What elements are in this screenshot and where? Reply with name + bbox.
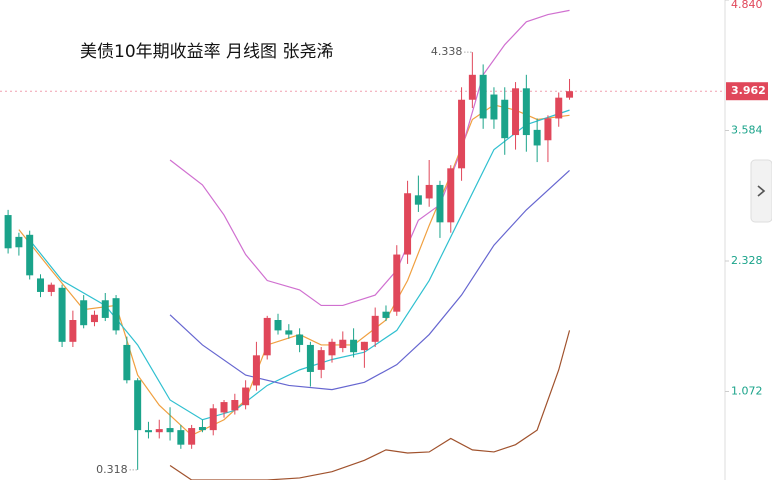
annotation-label: 4.338: [431, 45, 463, 58]
candle-body: [155, 429, 163, 433]
candle-body: [425, 184, 433, 199]
y-tick-label: 4.840: [731, 0, 763, 11]
candle-body: [242, 387, 250, 406]
candle-body: [285, 330, 293, 335]
candle-body: [123, 344, 131, 381]
candle-body: [360, 341, 368, 351]
candle-body: [101, 300, 109, 318]
candle-body: [501, 99, 509, 139]
candle-body: [490, 94, 498, 120]
annotation-label: 0.318: [96, 463, 128, 476]
candle-body: [447, 168, 455, 223]
candle-body: [80, 300, 88, 326]
candle-body: [479, 74, 487, 119]
candle-body: [436, 184, 444, 223]
candle-body: [522, 88, 530, 136]
candle-body: [296, 334, 304, 345]
candle-body: [458, 99, 466, 169]
candle-body: [90, 314, 98, 323]
candle-body: [566, 91, 574, 98]
candle-body: [69, 320, 77, 342]
last-price-box: [726, 82, 768, 101]
candle-body: [468, 74, 476, 100]
plot-area: [0, 9, 725, 480]
candle-body: [328, 341, 336, 356]
candle-body: [26, 234, 34, 276]
y-tick-label: 1.072: [731, 384, 763, 397]
y-tick-label: 3.584: [731, 123, 763, 136]
candle-body: [533, 129, 541, 146]
candle-body: [198, 427, 206, 431]
candle-body: [231, 400, 239, 411]
candle-body: [382, 311, 390, 318]
candle-body: [371, 315, 379, 342]
candle-body: [512, 88, 520, 136]
candle-body: [166, 428, 174, 433]
indicator-line: [169, 9, 570, 307]
candle-body: [177, 430, 185, 445]
candle-body: [393, 254, 401, 312]
candle-body: [220, 402, 228, 413]
candle-body: [47, 284, 55, 292]
indicator-line: [169, 169, 570, 391]
candle-body: [339, 339, 347, 349]
candle-body: [188, 428, 196, 445]
candle-body: [252, 355, 260, 386]
candle-body: [404, 193, 412, 255]
chart-title: 美债10年期收益率 月线图 张尧浠: [80, 42, 333, 62]
candle-body: [274, 320, 282, 331]
candle-body: [350, 339, 358, 353]
indicator-line: [169, 330, 571, 480]
candle-body: [144, 430, 152, 433]
y-axis: 4.840 3.584 2.328 1.072 3.962: [725, 0, 768, 397]
next-button[interactable]: [750, 159, 772, 223]
candle-body: [112, 298, 120, 331]
candle-body: [414, 195, 422, 205]
candle-body: [209, 408, 217, 431]
candle-body: [4, 215, 12, 249]
candle-body: [58, 287, 66, 342]
candle-body: [15, 236, 23, 248]
y-tick-label: 2.328: [731, 254, 763, 267]
indicator-line: [29, 109, 570, 421]
candle-body: [36, 278, 44, 292]
candle-body: [134, 380, 142, 431]
candle-body: [544, 118, 552, 141]
candle-body: [263, 317, 271, 356]
candle-body: [306, 344, 314, 372]
candle-body: [555, 97, 563, 119]
candle-body: [317, 350, 325, 370]
last-price-label: 3.962: [731, 84, 766, 97]
